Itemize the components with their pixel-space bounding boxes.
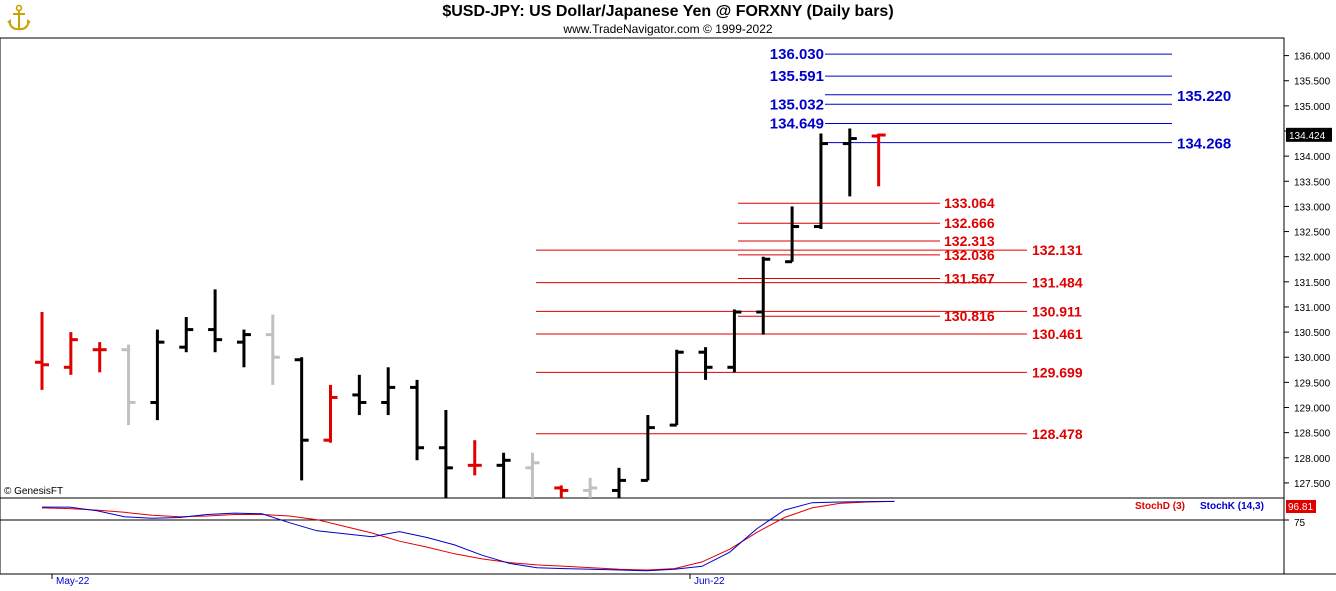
y-tick-label: 135.500 (1294, 77, 1331, 88)
ohlc-bar (756, 256, 771, 335)
blue-level-label: 134.649 (770, 116, 824, 133)
watermark: © GenesisFT (4, 486, 63, 497)
ohlc-bar (323, 384, 338, 443)
red-level-label: 132.666 (944, 215, 995, 231)
price-panel (0, 37, 1285, 499)
y-tick-label: 133.000 (1294, 202, 1331, 213)
ohlc-bar (35, 311, 49, 390)
stoch-last-tag (1286, 500, 1316, 513)
blue-level-label: 135.220 (1177, 88, 1231, 105)
y-tick-label: 130.500 (1294, 328, 1331, 339)
ohlc-bar (813, 133, 828, 230)
ohlc-bar (92, 342, 107, 373)
ohlc-bar (612, 467, 626, 498)
y-tick-label: 129.500 (1294, 378, 1331, 389)
last-price-tag (1286, 127, 1332, 142)
blue-level-label: 135.591 (770, 68, 824, 85)
ohlc-bar (294, 357, 309, 481)
stoch-axis-label: 75 (1294, 518, 1306, 529)
y-tick-label: 131.500 (1294, 278, 1331, 289)
ohlc-bar (63, 332, 78, 375)
blue-level-label: 134.268 (1177, 136, 1231, 153)
y-tick-label: 133.500 (1294, 177, 1331, 188)
y-tick-label: 132.500 (1294, 228, 1331, 239)
y-tick-label: 135.000 (1294, 102, 1331, 113)
anchor-logo-icon (5, 4, 33, 32)
ohlc-bar (150, 329, 165, 421)
red-level-label: 133.064 (944, 195, 995, 211)
ohlc-bar (410, 379, 425, 461)
y-tick-label: 130.000 (1294, 353, 1331, 364)
x-label-jun: Jun-22 (694, 576, 725, 587)
red-level-label: 131.484 (1032, 275, 1083, 291)
ohlc-bar (121, 344, 136, 426)
red-level-label: 130.461 (1032, 326, 1083, 342)
y-tick-label: 128.500 (1294, 429, 1331, 440)
red-level-label: 129.699 (1032, 364, 1083, 380)
ohlc-bar (179, 317, 194, 353)
y-tick-label: 132.000 (1294, 253, 1331, 264)
chart-title: $USD-JPY: US Dollar/Japanese Yen @ FORXN… (442, 3, 894, 20)
ohlc-bar (871, 133, 886, 187)
stochd-legend: StochD (3) (1135, 501, 1185, 512)
ohlc-bar (698, 347, 713, 380)
ohlc-bar (381, 367, 396, 416)
last-price-tag-text: 134.424 (1289, 131, 1326, 142)
ohlc-bar (669, 349, 684, 427)
ohlc-bar (583, 477, 598, 498)
ohlc-bar (208, 289, 223, 353)
ohlc-bar (236, 329, 251, 368)
ohlc-bar (438, 410, 453, 498)
red-level-label: 132.036 (944, 247, 995, 263)
stoch-last-tag-text: 96.81 (1288, 502, 1313, 513)
y-tick-label: 136.000 (1294, 52, 1331, 63)
ohlc-bar (525, 452, 540, 498)
y-tick-label: 134.000 (1294, 152, 1331, 163)
red-level-label: 132.131 (1032, 242, 1083, 258)
ohlc-bar (554, 485, 569, 498)
y-tick-label: 127.500 (1294, 479, 1331, 490)
red-level-label: 132.313 (944, 233, 995, 249)
ohlc-bar (842, 128, 857, 197)
stochk-line (42, 500, 895, 572)
red-level-label: 130.816 (944, 308, 995, 324)
chart-header: $USD-JPY: US Dollar/Japanese Yen @ FORXN… (0, 0, 1336, 38)
ohlc-bar (640, 415, 655, 482)
y-tick-label: 128.000 (1294, 454, 1331, 465)
ohlc-bar (265, 314, 280, 385)
y-tick-label: 131.000 (1294, 303, 1331, 314)
stoch-panel (0, 497, 1285, 575)
chart-subtitle: www.TradeNavigator.com © 1999-2022 (563, 22, 773, 36)
stochk-legend: StochK (14,3) (1200, 501, 1264, 512)
red-level-label: 131.567 (944, 270, 995, 286)
blue-level-label: 136.030 (770, 46, 824, 63)
red-level-label: 130.911 (1032, 303, 1082, 319)
ohlc-bar (352, 374, 367, 416)
x-label-may: May-22 (56, 576, 90, 587)
y-tick-label: 129.000 (1294, 404, 1331, 415)
blue-level-label: 135.032 (770, 96, 824, 113)
ohlc-bar (785, 206, 800, 264)
red-level-label: 128.478 (1032, 426, 1083, 442)
ohlc-bar (727, 309, 742, 373)
ohlc-bar (467, 440, 482, 476)
ohlc-bar (496, 452, 511, 498)
